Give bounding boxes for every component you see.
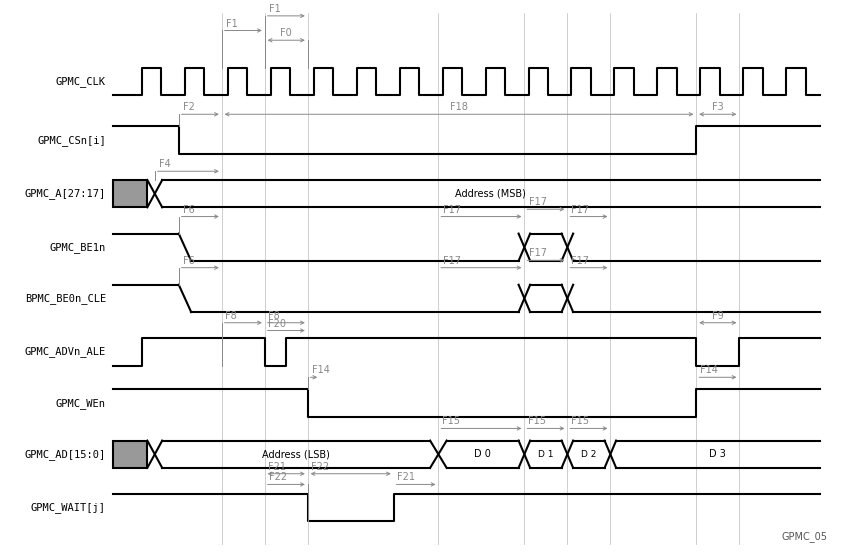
Text: F15: F15: [528, 416, 545, 427]
Text: F9: F9: [712, 311, 724, 321]
Text: D 0: D 0: [474, 449, 491, 459]
Text: F20: F20: [268, 319, 286, 328]
Text: F21: F21: [268, 462, 286, 472]
Text: D 3: D 3: [710, 449, 727, 459]
Text: F8: F8: [268, 311, 280, 321]
Text: F6: F6: [183, 256, 195, 266]
Text: GPMC_A[27:17]: GPMC_A[27:17]: [24, 188, 106, 199]
Text: GPMC_AD[15:0]: GPMC_AD[15:0]: [24, 449, 106, 460]
Text: F21: F21: [397, 473, 415, 482]
Text: F17: F17: [572, 205, 589, 215]
Text: BPMC_BE0n_CLE: BPMC_BE0n_CLE: [24, 293, 106, 304]
Text: GPMC_CSn[i]: GPMC_CSn[i]: [37, 135, 106, 146]
Text: F22: F22: [311, 462, 329, 472]
Text: F4: F4: [158, 160, 170, 169]
Text: F3: F3: [712, 102, 724, 112]
Text: D 1: D 1: [538, 450, 554, 459]
Text: F17: F17: [443, 205, 460, 215]
Text: F18: F18: [450, 102, 468, 112]
Text: F0: F0: [281, 28, 293, 38]
Text: Address (LSB): Address (LSB): [262, 449, 330, 459]
Text: F17: F17: [529, 248, 546, 258]
Text: F15: F15: [571, 416, 588, 427]
Text: D 2: D 2: [581, 450, 597, 459]
Text: F1: F1: [226, 19, 238, 29]
Bar: [113, 440, 148, 468]
Text: GPMC_WAIT[j]: GPMC_WAIT[j]: [31, 502, 106, 513]
Text: GPMC_BE1n: GPMC_BE1n: [50, 242, 106, 253]
Text: F15: F15: [442, 416, 459, 427]
Text: F17: F17: [572, 256, 589, 266]
Text: F17: F17: [529, 197, 546, 208]
Text: F6: F6: [183, 205, 195, 215]
Text: GPMC_WEn: GPMC_WEn: [56, 397, 106, 408]
Text: F17: F17: [443, 256, 460, 266]
Text: F1: F1: [269, 4, 281, 14]
Text: GPMC_CLK: GPMC_CLK: [56, 76, 106, 87]
Text: F8: F8: [225, 311, 237, 321]
Text: F22: F22: [269, 473, 287, 482]
Text: F2: F2: [183, 102, 195, 112]
Text: GPMC_ADVn_ALE: GPMC_ADVn_ALE: [24, 347, 106, 357]
Bar: [113, 180, 148, 208]
Text: F14: F14: [701, 365, 718, 375]
Text: GPMC_05: GPMC_05: [781, 531, 828, 542]
Text: F14: F14: [312, 365, 330, 375]
Text: Address (MSB): Address (MSB): [455, 189, 526, 199]
